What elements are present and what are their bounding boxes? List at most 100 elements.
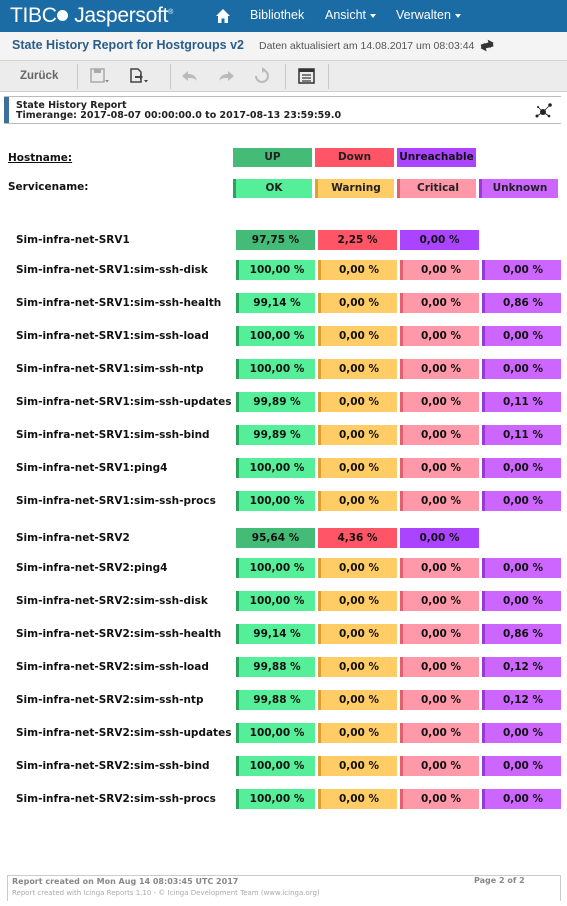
host-up-cell: 95,64 % <box>236 528 315 548</box>
nav-view-menu[interactable]: Ansicht <box>325 8 376 22</box>
header-accent-bar <box>4 97 9 123</box>
report-name: State History Report <box>16 100 127 111</box>
report-timerange: Timerange: 2017-08-07 00:00:00.0 to 2017… <box>16 110 342 121</box>
service-ok-cell: 100,00 % <box>236 789 315 809</box>
host-up-cell: 97,75 % <box>236 230 315 250</box>
service-ok-cell: 99,89 % <box>236 392 315 412</box>
report-options-icon[interactable] <box>297 67 317 85</box>
legend-unreachable: Unreachable <box>397 148 476 167</box>
service-unknown-cell: 0,86 % <box>482 624 561 644</box>
nav-manage-menu[interactable]: Verwalten <box>396 8 461 22</box>
service-row-label: Sim-infra-net-SRV1:ping4 <box>16 462 168 474</box>
service-row-label: Sim-infra-net-SRV1:sim-ssh-load <box>16 330 209 342</box>
nav-manage-label: Verwalten <box>396 8 451 22</box>
icinga-logo-icon <box>535 103 552 118</box>
top-nav: TIBC Jaspersoft® Bibliothek Ansicht Verw… <box>0 0 567 32</box>
service-critical-cell: 0,00 % <box>400 458 479 478</box>
reset-icon[interactable] <box>252 67 272 85</box>
service-warning-cell: 0,00 % <box>318 723 397 743</box>
service-row-label: Sim-infra-net-SRV2:sim-ssh-disk <box>16 595 208 607</box>
service-warning-cell: 0,00 % <box>318 260 397 280</box>
logo-text-right: Jaspersoft <box>74 4 169 27</box>
service-row-label: Sim-infra-net-SRV1:sim-ssh-disk <box>16 264 208 276</box>
nav-view-label: Ansicht <box>325 8 366 22</box>
service-unknown-cell: 0,00 % <box>482 723 561 743</box>
service-warning-cell: 0,00 % <box>318 293 397 313</box>
service-critical-cell: 0,00 % <box>400 425 479 445</box>
toolbar-divider <box>328 64 329 89</box>
service-unknown-cell: 0,86 % <box>482 293 561 313</box>
service-row-label: Sim-infra-net-SRV2:sim-ssh-load <box>16 661 209 673</box>
host-unreachable-cell: 0,00 % <box>400 230 479 250</box>
report-credit-text: Report created with Icinga Reports 1.10 … <box>12 889 320 897</box>
service-ok-cell: 100,00 % <box>236 756 315 776</box>
service-ok-cell: 99,14 % <box>236 624 315 644</box>
tibco-jaspersoft-logo[interactable]: TIBC Jaspersoft® <box>10 4 173 27</box>
redo-icon[interactable] <box>216 67 236 85</box>
service-critical-cell: 0,00 % <box>400 657 479 677</box>
service-unknown-cell: 0,00 % <box>482 458 561 478</box>
service-unknown-cell: 0,11 % <box>482 392 561 412</box>
service-warning-cell: 0,00 % <box>318 491 397 511</box>
service-row-label: Sim-infra-net-SRV1:sim-ssh-procs <box>16 495 216 507</box>
page-indicator: Page 2 of 2 <box>474 876 525 885</box>
toolbar-divider <box>170 64 171 89</box>
refresh-icon[interactable] <box>478 37 496 53</box>
service-critical-cell: 0,00 % <box>400 756 479 776</box>
service-row-label: Sim-infra-net-SRV1:sim-ssh-ntp <box>16 363 204 375</box>
host-row-label: Sim-infra-net-SRV2 <box>16 532 130 544</box>
service-warning-cell: 0,00 % <box>318 558 397 578</box>
service-critical-cell: 0,00 % <box>400 392 479 412</box>
service-unknown-cell: 0,00 % <box>482 359 561 379</box>
service-critical-cell: 0,00 % <box>400 359 479 379</box>
undo-icon[interactable] <box>180 67 200 85</box>
service-unknown-cell: 0,00 % <box>482 491 561 511</box>
service-row-label: Sim-infra-net-SRV1:sim-ssh-updates <box>16 396 232 408</box>
service-critical-cell: 0,00 % <box>400 690 479 710</box>
service-ok-cell: 100,00 % <box>236 723 315 743</box>
service-row-label: Sim-infra-net-SRV2:sim-ssh-ntp <box>16 694 204 706</box>
service-ok-cell: 100,00 % <box>236 359 315 379</box>
legend-warning: Warning <box>315 179 394 198</box>
service-unknown-cell: 0,00 % <box>482 260 561 280</box>
service-unknown-cell: 0,00 % <box>482 591 561 611</box>
service-critical-cell: 0,00 % <box>400 558 479 578</box>
service-unknown-cell: 0,11 % <box>482 425 561 445</box>
service-critical-cell: 0,00 % <box>400 491 479 511</box>
toolbar-divider <box>285 64 286 89</box>
chevron-down-icon <box>370 13 376 18</box>
report-footer: Report created on Mon Aug 14 08:03:45 UT… <box>7 875 561 901</box>
logo-text-left: TIBC <box>10 4 57 27</box>
save-icon[interactable] <box>89 67 109 85</box>
export-icon[interactable] <box>128 67 148 85</box>
service-critical-cell: 0,00 % <box>400 260 479 280</box>
nav-library[interactable]: Bibliothek <box>250 8 305 22</box>
service-critical-cell: 0,00 % <box>400 293 479 313</box>
service-unknown-cell: 0,12 % <box>482 657 561 677</box>
chevron-down-icon <box>454 13 461 18</box>
host-unreachable-cell: 0,00 % <box>400 528 479 548</box>
service-warning-cell: 0,00 % <box>318 591 397 611</box>
legend-critical: Critical <box>397 179 476 198</box>
service-critical-cell: 0,00 % <box>400 591 479 611</box>
service-warning-cell: 0,00 % <box>318 789 397 809</box>
service-ok-cell: 100,00 % <box>236 326 315 346</box>
service-warning-cell: 0,00 % <box>318 458 397 478</box>
service-unknown-cell: 0,00 % <box>482 326 561 346</box>
service-ok-cell: 100,00 % <box>236 458 315 478</box>
service-row-label: Sim-infra-net-SRV2:sim-ssh-bind <box>16 760 210 772</box>
service-unknown-cell: 0,12 % <box>482 690 561 710</box>
servicename-label: Servicename: <box>8 181 89 193</box>
service-ok-cell: 100,00 % <box>236 591 315 611</box>
back-button[interactable]: Zurück <box>20 70 59 82</box>
service-unknown-cell: 0,00 % <box>482 789 561 809</box>
service-ok-cell: 100,00 % <box>236 558 315 578</box>
host-down-cell: 2,25 % <box>318 230 397 250</box>
service-critical-cell: 0,00 % <box>400 789 479 809</box>
legend-down: Down <box>315 148 394 167</box>
service-warning-cell: 0,00 % <box>318 392 397 412</box>
home-icon[interactable] <box>215 8 231 24</box>
service-row-label: Sim-infra-net-SRV2:sim-ssh-health <box>16 628 222 640</box>
service-unknown-cell: 0,00 % <box>482 558 561 578</box>
service-ok-cell: 100,00 % <box>236 260 315 280</box>
